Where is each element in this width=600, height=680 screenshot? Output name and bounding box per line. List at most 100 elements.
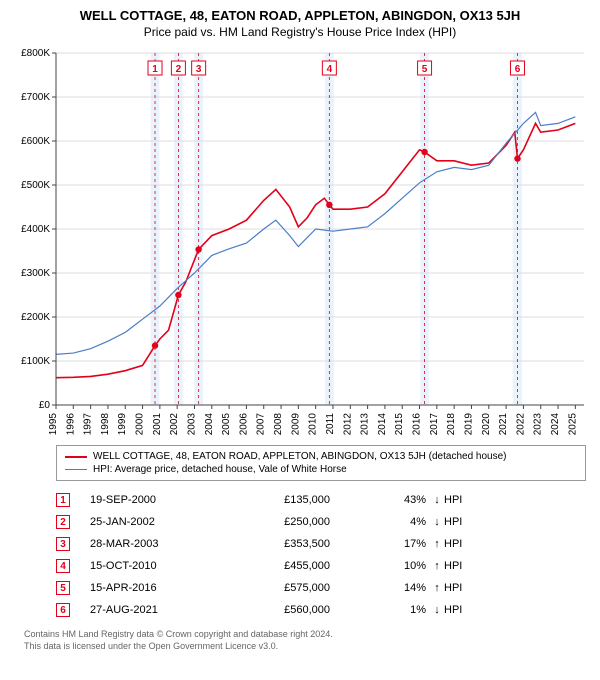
x-tick-label: 2012 <box>342 413 353 436</box>
arrow-up-icon: ↑ <box>430 538 444 550</box>
transaction-hpi-label: HPI <box>444 582 474 594</box>
x-tick-label: 2016 <box>412 413 423 436</box>
x-tick-label: 2023 <box>533 413 544 436</box>
series-property <box>56 123 575 377</box>
transaction-marker: 3 <box>56 537 70 551</box>
price-chart: 123456£0£100K£200K£300K£400K£500K£600K£7… <box>12 47 588 437</box>
legend-row: WELL COTTAGE, 48, EATON ROAD, APPLETON, … <box>65 450 577 463</box>
transaction-date: 15-APR-2016 <box>90 582 230 594</box>
y-tick-label: £500K <box>21 180 50 191</box>
transaction-marker: 5 <box>56 581 70 595</box>
x-tick-label: 2020 <box>481 413 492 436</box>
transaction-marker: 2 <box>56 515 70 529</box>
x-tick-label: 1997 <box>83 413 94 436</box>
x-tick-label: 2009 <box>290 413 301 436</box>
y-tick-label: £400K <box>21 224 50 235</box>
x-tick-label: 1996 <box>65 413 76 436</box>
y-tick-label: £100K <box>21 356 50 367</box>
x-tick-label: 2011 <box>325 413 336 435</box>
x-tick-label: 2019 <box>463 413 474 436</box>
transaction-marker: 1 <box>56 493 70 507</box>
transaction-date: 25-JAN-2002 <box>90 516 230 528</box>
x-tick-label: 2024 <box>550 413 561 436</box>
footer-attribution: Contains HM Land Registry data © Crown c… <box>24 629 584 652</box>
page-container: WELL COTTAGE, 48, EATON ROAD, APPLETON, … <box>0 0 600 680</box>
transaction-date: 19-SEP-2000 <box>90 494 230 506</box>
footer-line-1: Contains HM Land Registry data © Crown c… <box>24 629 584 641</box>
event-dot <box>195 246 201 252</box>
transaction-price: £353,500 <box>230 538 330 550</box>
x-tick-label: 2025 <box>567 413 578 436</box>
event-marker-number: 4 <box>327 64 333 75</box>
x-tick-label: 2000 <box>135 413 146 436</box>
y-tick-label: £600K <box>21 136 50 147</box>
transaction-price: £135,000 <box>230 494 330 506</box>
transaction-row: 5 15-APR-2016£575,00014%↑HPI <box>56 577 588 599</box>
x-tick-label: 1998 <box>100 413 111 436</box>
transaction-marker: 6 <box>56 603 70 617</box>
transaction-delta: 1% <box>330 604 430 616</box>
event-marker-number: 1 <box>152 64 158 75</box>
transaction-row: 1 19-SEP-2000£135,00043%↓HPI <box>56 489 588 511</box>
transaction-marker: 4 <box>56 559 70 573</box>
transaction-hpi-label: HPI <box>444 538 474 550</box>
transaction-delta: 14% <box>330 582 430 594</box>
arrow-down-icon: ↓ <box>430 516 444 528</box>
y-tick-label: £0 <box>39 400 51 411</box>
transactions-table: 119-SEP-2000£135,00043%↓HPI225-JAN-2002£… <box>56 489 588 621</box>
transaction-row: 3 28-MAR-2003£353,50017%↑HPI <box>56 533 588 555</box>
transaction-price: £560,000 <box>230 604 330 616</box>
x-tick-label: 2021 <box>498 413 509 436</box>
x-tick-label: 2001 <box>152 413 163 436</box>
transaction-price: £455,000 <box>230 560 330 572</box>
legend-row: HPI: Average price, detached house, Vale… <box>65 463 577 476</box>
x-tick-label: 1999 <box>117 413 128 436</box>
transaction-hpi-label: HPI <box>444 494 474 506</box>
event-dot <box>175 292 181 298</box>
event-dot <box>152 342 158 348</box>
series-hpi <box>56 112 575 354</box>
x-tick-label: 2013 <box>360 413 371 436</box>
transaction-hpi-label: HPI <box>444 604 474 616</box>
chart-title-subtitle: Price paid vs. HM Land Registry's House … <box>12 25 588 39</box>
transaction-delta: 17% <box>330 538 430 550</box>
x-tick-label: 2006 <box>238 413 249 436</box>
footer-line-2: This data is licensed under the Open Gov… <box>24 641 584 653</box>
y-tick-label: £800K <box>21 48 50 59</box>
x-tick-label: 2005 <box>221 413 232 436</box>
chart-title-address: WELL COTTAGE, 48, EATON ROAD, APPLETON, … <box>12 8 588 23</box>
arrow-down-icon: ↓ <box>430 494 444 506</box>
arrow-up-icon: ↑ <box>430 560 444 572</box>
transaction-date: 15-OCT-2010 <box>90 560 230 572</box>
transaction-row: 6 27-AUG-2021£560,0001%↓HPI <box>56 599 588 621</box>
legend-box: WELL COTTAGE, 48, EATON ROAD, APPLETON, … <box>56 445 586 481</box>
x-tick-label: 2010 <box>308 413 319 436</box>
transaction-row: 415-OCT-2010£455,00010%↑HPI <box>56 555 588 577</box>
transaction-price: £575,000 <box>230 582 330 594</box>
chart-area: 123456£0£100K£200K£300K£400K£500K£600K£7… <box>12 47 588 437</box>
event-marker-number: 2 <box>176 64 182 75</box>
transaction-hpi-label: HPI <box>444 516 474 528</box>
y-tick-label: £200K <box>21 312 50 323</box>
event-dot <box>421 149 427 155</box>
x-tick-label: 2008 <box>273 413 284 436</box>
legend-label: HPI: Average price, detached house, Vale… <box>93 464 347 475</box>
transaction-hpi-label: HPI <box>444 560 474 572</box>
x-tick-label: 2003 <box>186 413 197 436</box>
arrow-up-icon: ↑ <box>430 582 444 594</box>
x-tick-label: 2004 <box>204 413 215 436</box>
title-block: WELL COTTAGE, 48, EATON ROAD, APPLETON, … <box>12 8 588 39</box>
x-tick-label: 2018 <box>446 413 457 436</box>
x-tick-label: 1995 <box>48 413 59 436</box>
event-dot <box>326 202 332 208</box>
legend-label: WELL COTTAGE, 48, EATON ROAD, APPLETON, … <box>93 451 506 462</box>
transaction-delta: 4% <box>330 516 430 528</box>
transaction-delta: 43% <box>330 494 430 506</box>
arrow-down-icon: ↓ <box>430 604 444 616</box>
event-marker-number: 6 <box>515 64 521 75</box>
transaction-date: 27-AUG-2021 <box>90 604 230 616</box>
y-tick-label: £700K <box>21 92 50 103</box>
x-tick-label: 2022 <box>515 413 526 436</box>
transaction-date: 28-MAR-2003 <box>90 538 230 550</box>
legend-swatch <box>65 456 87 458</box>
